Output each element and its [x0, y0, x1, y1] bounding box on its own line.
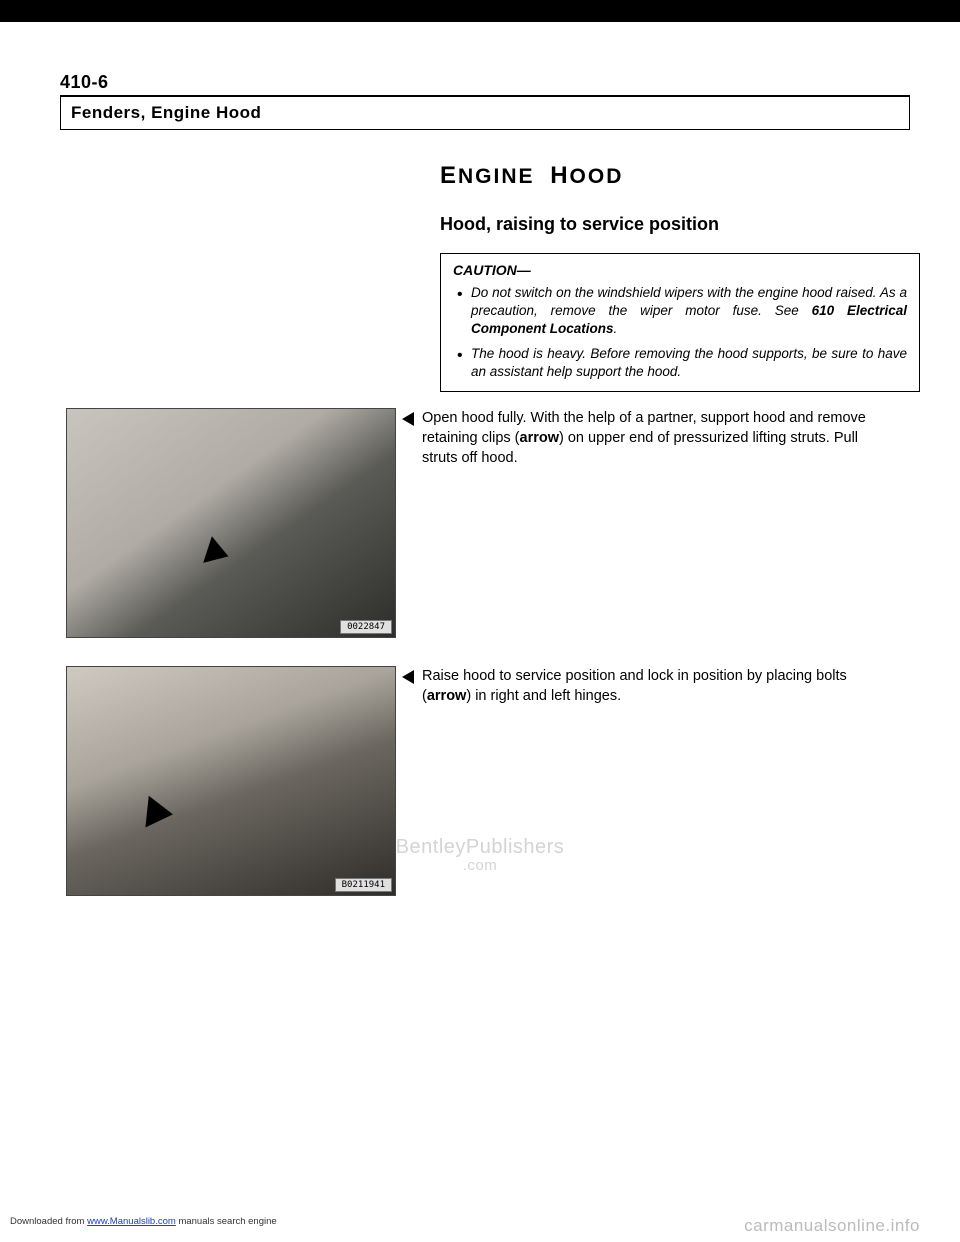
step-text-bold: arrow — [520, 430, 560, 446]
footer-left: Downloaded from www.Manualslib.com manua… — [10, 1216, 277, 1236]
step-2-text: Raise hood to service position and lock … — [422, 666, 877, 706]
step-marker-icon — [402, 670, 414, 684]
figure-1: 0022847 — [66, 408, 396, 638]
heading-w1: NGINE — [458, 165, 535, 188]
section-title: Fenders, Engine Hood — [71, 103, 261, 122]
heading-cap1: E — [440, 162, 458, 189]
caution-item: Do not switch on the windshield wipers w… — [453, 284, 907, 339]
step-marker-icon — [402, 412, 414, 426]
step-row-2: B0211941 Raise hood to service position … — [60, 666, 910, 896]
page-footer: Downloaded from www.Manualslib.com manua… — [0, 1216, 960, 1236]
figure-2-label: B0211941 — [335, 878, 392, 892]
caution-text: The hood is heavy. Before removing the h… — [471, 346, 907, 379]
page-number: 410-6 — [60, 72, 910, 93]
main-heading: ENGINE HOOD — [440, 162, 910, 190]
step-1-text: Open hood fully. With the help of a part… — [422, 408, 877, 468]
caution-text-post: . — [614, 321, 618, 336]
step-row-1: 0022847 Open hood fully. With the help o… — [60, 408, 910, 638]
caution-label: CAUTION— — [453, 262, 907, 278]
section-title-box: Fenders, Engine Hood — [60, 97, 910, 130]
step-text-bold: arrow — [427, 688, 467, 704]
figure-1-label: 0022847 — [340, 620, 392, 634]
footer-prefix: Downloaded from — [10, 1216, 87, 1227]
top-black-bar — [0, 0, 960, 22]
caution-box: CAUTION— Do not switch on the windshield… — [440, 253, 920, 392]
footer-suffix: manuals search engine — [176, 1216, 277, 1227]
sub-heading: Hood, raising to service position — [440, 214, 910, 235]
figure-2: B0211941 — [66, 666, 396, 896]
caution-list: Do not switch on the windshield wipers w… — [453, 284, 907, 381]
figure-arrow-icon — [203, 536, 233, 569]
step-text-post: ) in right and left hinges. — [466, 688, 621, 704]
heading-w2: OOD — [570, 165, 624, 188]
page-content: 410-6 Fenders, Engine Hood ENGINE HOOD H… — [0, 22, 960, 916]
caution-item: The hood is heavy. Before removing the h… — [453, 345, 907, 381]
footer-right-watermark: carmanualsonline.info — [744, 1216, 920, 1236]
heading-cap2: H — [550, 162, 569, 189]
footer-link[interactable]: www.Manualslib.com — [87, 1216, 176, 1227]
figure-arrow-icon — [145, 796, 174, 831]
